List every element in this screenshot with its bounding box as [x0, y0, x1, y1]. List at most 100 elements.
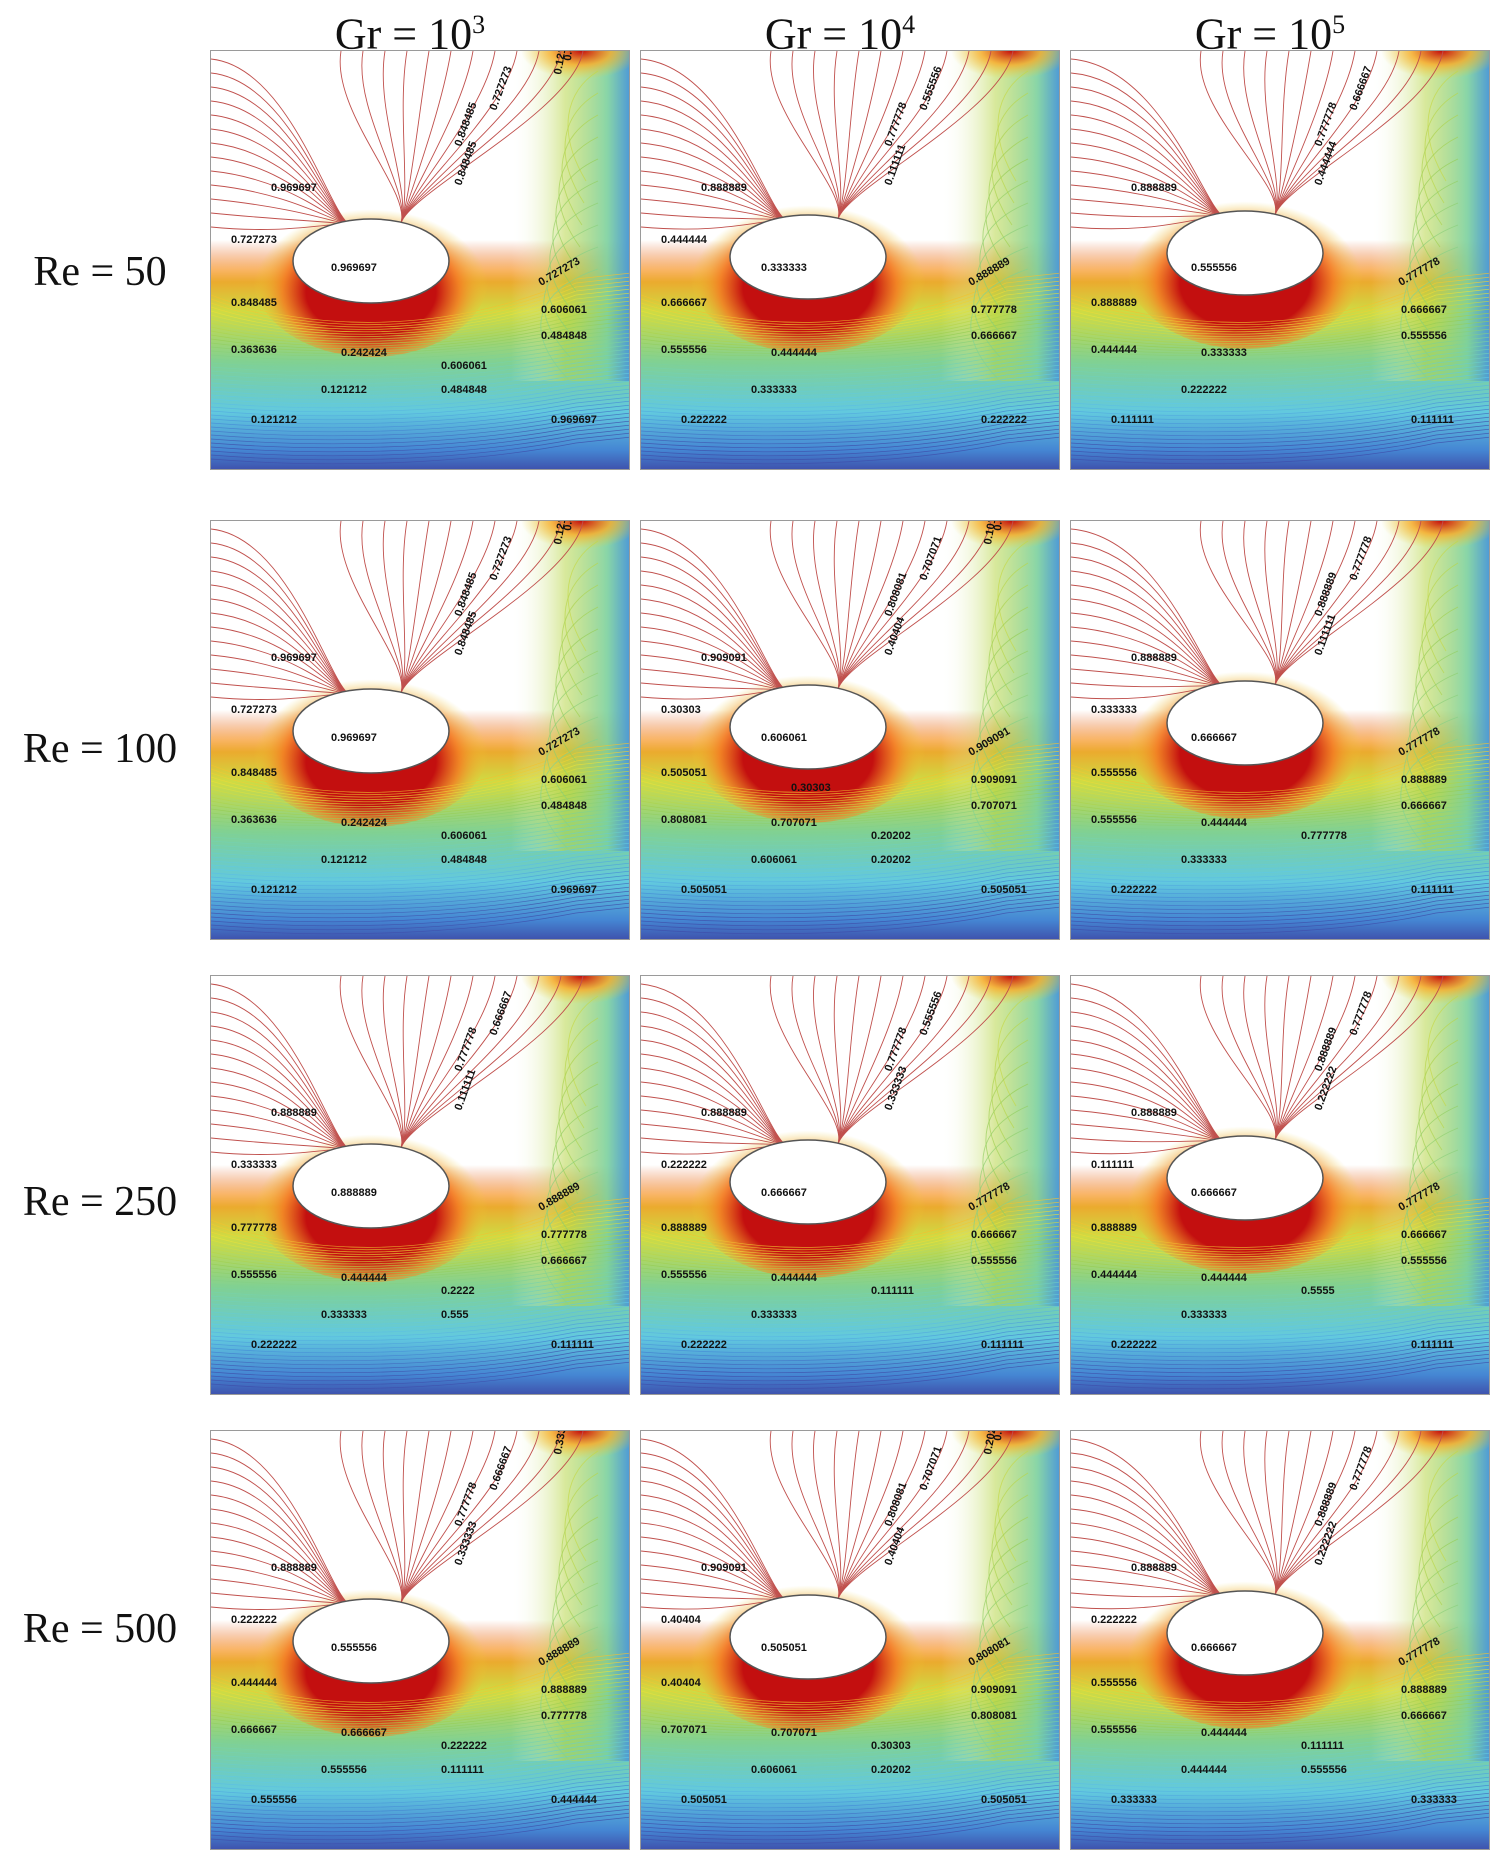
contour-value-label: 0.707071	[771, 817, 817, 829]
contour-value-label: 0.111111	[1091, 1159, 1134, 1171]
contour-value-label: 0.484848	[541, 800, 587, 812]
contour-panel-re-100-gr-1e4: 0.909091 0.808081 0.707071 0.606061 0.505051…	[640, 520, 1060, 940]
contour-panel-re-50-gr-1e5: 0.888889 0.777778 0.666667 0.555556 0.888889…	[1070, 50, 1490, 470]
contour-value-label: 0.222222	[1111, 884, 1157, 896]
contour-value-label: 0.222222	[251, 1339, 297, 1351]
contour-value-label: 0.363636	[231, 814, 277, 826]
contour-value-label: 0.444444	[771, 347, 818, 359]
contour-value-label: 0.242424	[341, 347, 388, 359]
contour-panel-re-500-gr-1e5: 0.888889 0.888889 0.777778 0.666667 0.555556…	[1070, 1430, 1490, 1850]
contour-value-label: 0.10101	[992, 1431, 1007, 1441]
contour-value-label: 0.222222	[1091, 1614, 1137, 1626]
contour-value-label: 0.555556	[661, 344, 707, 356]
contour-value-label: 0.111111	[871, 1285, 914, 1297]
contour-value-label: 0.222222	[1181, 384, 1227, 396]
contour-value-label: 0.444444	[771, 1272, 818, 1284]
contour-panel-re-250-gr-1e3: 0.888889 0.777778 0.666667 0.888889 0.777778…	[210, 975, 630, 1395]
contour-value-label: 0.121212	[251, 884, 297, 896]
contour-value-label: 0.444444	[1091, 344, 1138, 356]
contour-value-label: 0.333333	[1411, 1794, 1457, 1806]
contour-value-label: 0.666667	[1401, 800, 1447, 812]
contour-value-label: 0.888889	[1131, 1562, 1177, 1574]
contour-value-label: 0.909091	[701, 1562, 747, 1574]
contour-value-label: 0.606061	[541, 304, 587, 316]
contour-value-label: 0.555556	[661, 1269, 707, 1281]
contour-plot: 0.8888890.8888890.7777780.6666670.888889…	[1071, 976, 1489, 1394]
contour-value-label: 0.363636	[231, 344, 277, 356]
contour-value-label: 0.666667	[1401, 1710, 1447, 1722]
contour-value-label: 0.111111	[1411, 414, 1454, 426]
contour-plot: 0.8888890.7777780.5555560.6666670.888889…	[641, 976, 1059, 1394]
contour-value-label: 0.111111	[981, 1339, 1024, 1351]
contour-value-label: 0.909091	[971, 774, 1017, 786]
contour-value-label: 0.727273	[231, 704, 277, 716]
contour-value-label: 0.222222	[1111, 1339, 1157, 1351]
contour-plot: 0.9696970.8484850.7272730.9696970.848485…	[211, 51, 629, 469]
contour-plot: 0.888889 0.777778 0.666667 0.555556 0.444444…	[211, 1431, 629, 1849]
contour-value-label: 0.111111	[551, 1339, 594, 1351]
contour-value-label: 0.969697	[551, 414, 597, 426]
contour-value-label: 0.707071	[661, 1724, 707, 1736]
contour-plot: 0.8888890.8888890.7777780.6666670.555556…	[1071, 521, 1489, 939]
contour-panel-re-100-gr-1e3: 0.969697 0.848485 0.727273 0.969697 0.848485…	[210, 520, 630, 940]
contour-plot: 0.9696970.8484850.7272730.9696970.848485…	[211, 521, 629, 939]
contour-value-label: 0.40404	[661, 1677, 702, 1689]
contour-plot: 0.8888890.7777780.6666670.5555560.888889…	[1071, 51, 1489, 469]
contour-value-label: 0.444444	[551, 1794, 598, 1806]
contour-value-label: 0.969697	[271, 652, 317, 664]
contour-value-label: 0.484848	[441, 384, 487, 396]
column-header-gr-1e5: Gr = 105	[1194, 9, 1346, 59]
contour-value-label: 0.808081	[971, 1710, 1017, 1722]
contour-value-label: 0.888889	[1401, 774, 1447, 786]
contour-value-label: 0.606061	[541, 774, 587, 786]
contour-value-label: 0.555556	[1301, 1764, 1347, 1776]
contour-value-label: 0.111111	[1301, 1740, 1344, 1752]
contour-value-label: 0.555	[441, 1309, 469, 1321]
contour-value-label: 0.666667	[231, 1724, 277, 1736]
contour-value-label: 0.909091	[971, 1684, 1017, 1696]
contour-value-label: 0.888889	[1401, 1684, 1447, 1696]
contour-value-label: 0.777778	[541, 1229, 587, 1241]
contour-value-label: 0.444444	[1091, 1269, 1138, 1281]
contour-value-label: 0.484848	[541, 330, 587, 342]
contour-value-label: 0.777778	[1301, 830, 1347, 842]
contour-panel-re-50-gr-1e4: 0.888889 0.777778 0.555556 0.333333 0.666667…	[640, 50, 1060, 470]
row-label-re-50: Re = 50	[33, 249, 167, 295]
contour-value-label: 0.888889	[271, 1562, 317, 1574]
contour-value-label: 0.222222	[231, 1614, 277, 1626]
contour-value-label: 0.555556	[1401, 1255, 1447, 1267]
contour-value-label: 0.606061	[751, 1764, 797, 1776]
contour-value-label: 0.2222	[441, 1285, 475, 1297]
contour-value-label: 0.888889	[541, 1684, 587, 1696]
contour-value-label: 0.111111	[1111, 414, 1154, 426]
contour-value-label: 0.333333	[1111, 1794, 1157, 1806]
contour-value-label: 0.969697	[331, 732, 377, 744]
contour-plot: 0.8888890.8888890.7777780.6666670.555556…	[1071, 1431, 1489, 1849]
contour-value-label: 0.111111	[441, 1764, 484, 1776]
contour-value-label: 0.606061	[441, 830, 487, 842]
contour-value-label: 0.969697	[271, 182, 317, 194]
contour-value-label: 0.30303	[562, 521, 577, 531]
contour-plot: 0.909091 0.808081 0.707071 0.606061 0.505051…	[641, 521, 1059, 939]
contour-value-label: 0.30303	[992, 521, 1007, 531]
contour-value-label: 0.909091	[701, 652, 747, 664]
contour-value-label: 0.707071	[771, 1727, 817, 1739]
contour-value-label: 0.777778	[541, 1710, 587, 1722]
contour-value-label: 0.707071	[971, 800, 1017, 812]
contour-value-label: 0.111111	[1411, 1339, 1454, 1351]
contour-value-label: 0.333333	[1201, 347, 1247, 359]
row-label-re-100: Re = 100	[22, 726, 178, 772]
contour-value-label: 0.666667	[1191, 732, 1237, 744]
contour-value-label: 0.606061	[441, 360, 487, 372]
contour-value-label: 0.30303	[562, 51, 577, 61]
contour-value-label: 0.555556	[1091, 1677, 1137, 1689]
contour-value-label: 0.333333	[761, 262, 807, 274]
contour-plot: 0.888889 0.777778 0.555556 0.333333 0.666667…	[641, 51, 1059, 469]
contour-value-label: 0.505051	[981, 1794, 1027, 1806]
contour-value-label: 0.666667	[341, 1727, 387, 1739]
contour-value-label: 0.484848	[441, 854, 487, 866]
contour-panel-re-250-gr-1e5: 0.888889 0.888889 0.777778 0.666667 0.888889…	[1070, 975, 1490, 1395]
contour-value-label: 0.20202	[871, 1764, 911, 1776]
contour-value-label: 0.555556	[1401, 330, 1447, 342]
contour-value-label: 0.969697	[551, 884, 597, 896]
